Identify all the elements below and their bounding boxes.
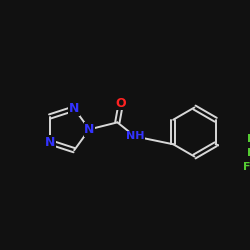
Text: F: F [247,148,250,158]
Text: N: N [44,136,55,149]
Text: O: O [116,96,126,110]
Text: F: F [247,134,250,144]
Text: NH: NH [126,132,144,141]
Text: N: N [69,102,80,115]
Text: N: N [84,123,94,136]
Text: F: F [244,162,250,172]
